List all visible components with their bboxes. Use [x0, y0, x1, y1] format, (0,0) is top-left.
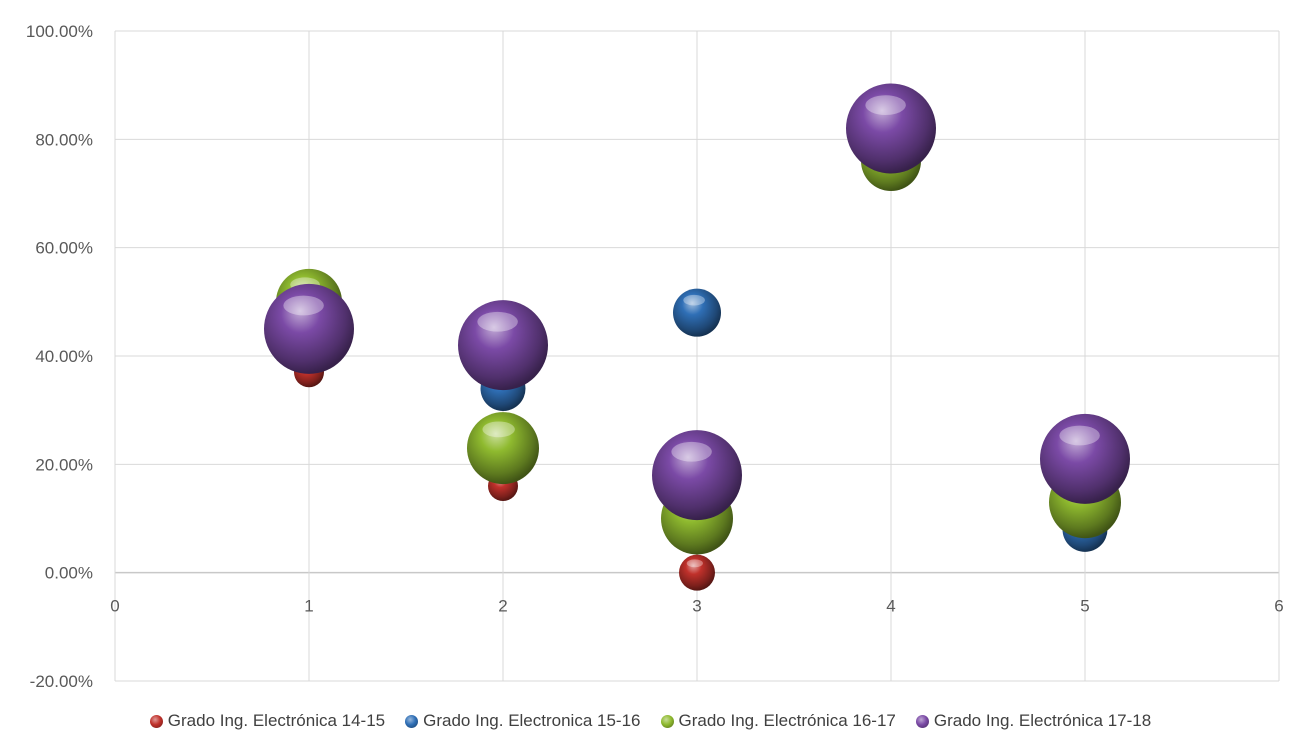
- legend-swatch: [149, 714, 163, 728]
- legend-item: Grado Ing. Electrónica 14-15: [149, 711, 386, 731]
- axes: -20.00% 0.00% 20.00% 40.00% 60.00% 80.00% 100.…: [26, 22, 1284, 691]
- y-tick-label: 0.00%: [45, 564, 93, 583]
- legend-swatch: [660, 714, 674, 728]
- bubble: [458, 300, 548, 391]
- bubble-highlight: [283, 295, 324, 316]
- y-tick-label: 20.00%: [35, 455, 93, 474]
- bubble-highlight: [482, 421, 515, 438]
- series-4: [264, 83, 1130, 521]
- bubble: [673, 288, 721, 337]
- bubble: [1040, 413, 1130, 504]
- bubble-highlight: [1059, 425, 1100, 446]
- y-tick-label: 100.00%: [26, 22, 93, 41]
- bubbles: [264, 83, 1130, 591]
- x-tick-label: 0: [110, 597, 119, 616]
- bubble-highlight: [477, 311, 518, 332]
- bubble: [846, 83, 936, 174]
- legend-label: Grado Ing. Electronica 15-16: [423, 711, 641, 730]
- bubble-highlight: [686, 559, 703, 568]
- legend-swatch: [915, 714, 929, 728]
- legend: Grado Ing. Electrónica 14-15 Grado Ing. E…: [0, 706, 1301, 736]
- y-tick-label: 60.00%: [35, 239, 93, 258]
- x-tick-label: 6: [1274, 597, 1283, 616]
- legend-label: Grado Ing. Electrónica 16-17: [678, 711, 896, 730]
- legend-label: Grado Ing. Electrónica 14-15: [167, 711, 386, 730]
- bubble-highlight: [683, 294, 705, 306]
- x-tick-label: 4: [886, 597, 895, 616]
- y-tick-label: 40.00%: [35, 347, 93, 366]
- legend-item: Grado Ing. Electronica 15-16: [405, 711, 641, 731]
- bubble: [264, 283, 354, 374]
- bubble: [467, 412, 539, 485]
- bubble: [679, 554, 715, 591]
- bubble-highlight: [865, 95, 906, 115]
- bubble: [652, 430, 742, 521]
- legend-label: Grado Ing. Electrónica 17-18: [933, 711, 1152, 730]
- y-tick-label: 80.00%: [35, 130, 93, 149]
- legend-item: Grado Ing. Electrónica 17-18: [915, 711, 1152, 731]
- bubble-highlight: [671, 441, 712, 462]
- legend-item: Grado Ing. Electrónica 16-17: [660, 711, 896, 731]
- series-2: [480, 288, 1108, 552]
- x-tick-label: 1: [304, 597, 313, 616]
- x-tick-label: 2: [498, 597, 507, 616]
- legend-swatch: [405, 714, 419, 728]
- y-tick-label: -20.00%: [30, 672, 93, 691]
- x-tick-label: 3: [692, 597, 701, 616]
- x-tick-label: 5: [1080, 597, 1089, 616]
